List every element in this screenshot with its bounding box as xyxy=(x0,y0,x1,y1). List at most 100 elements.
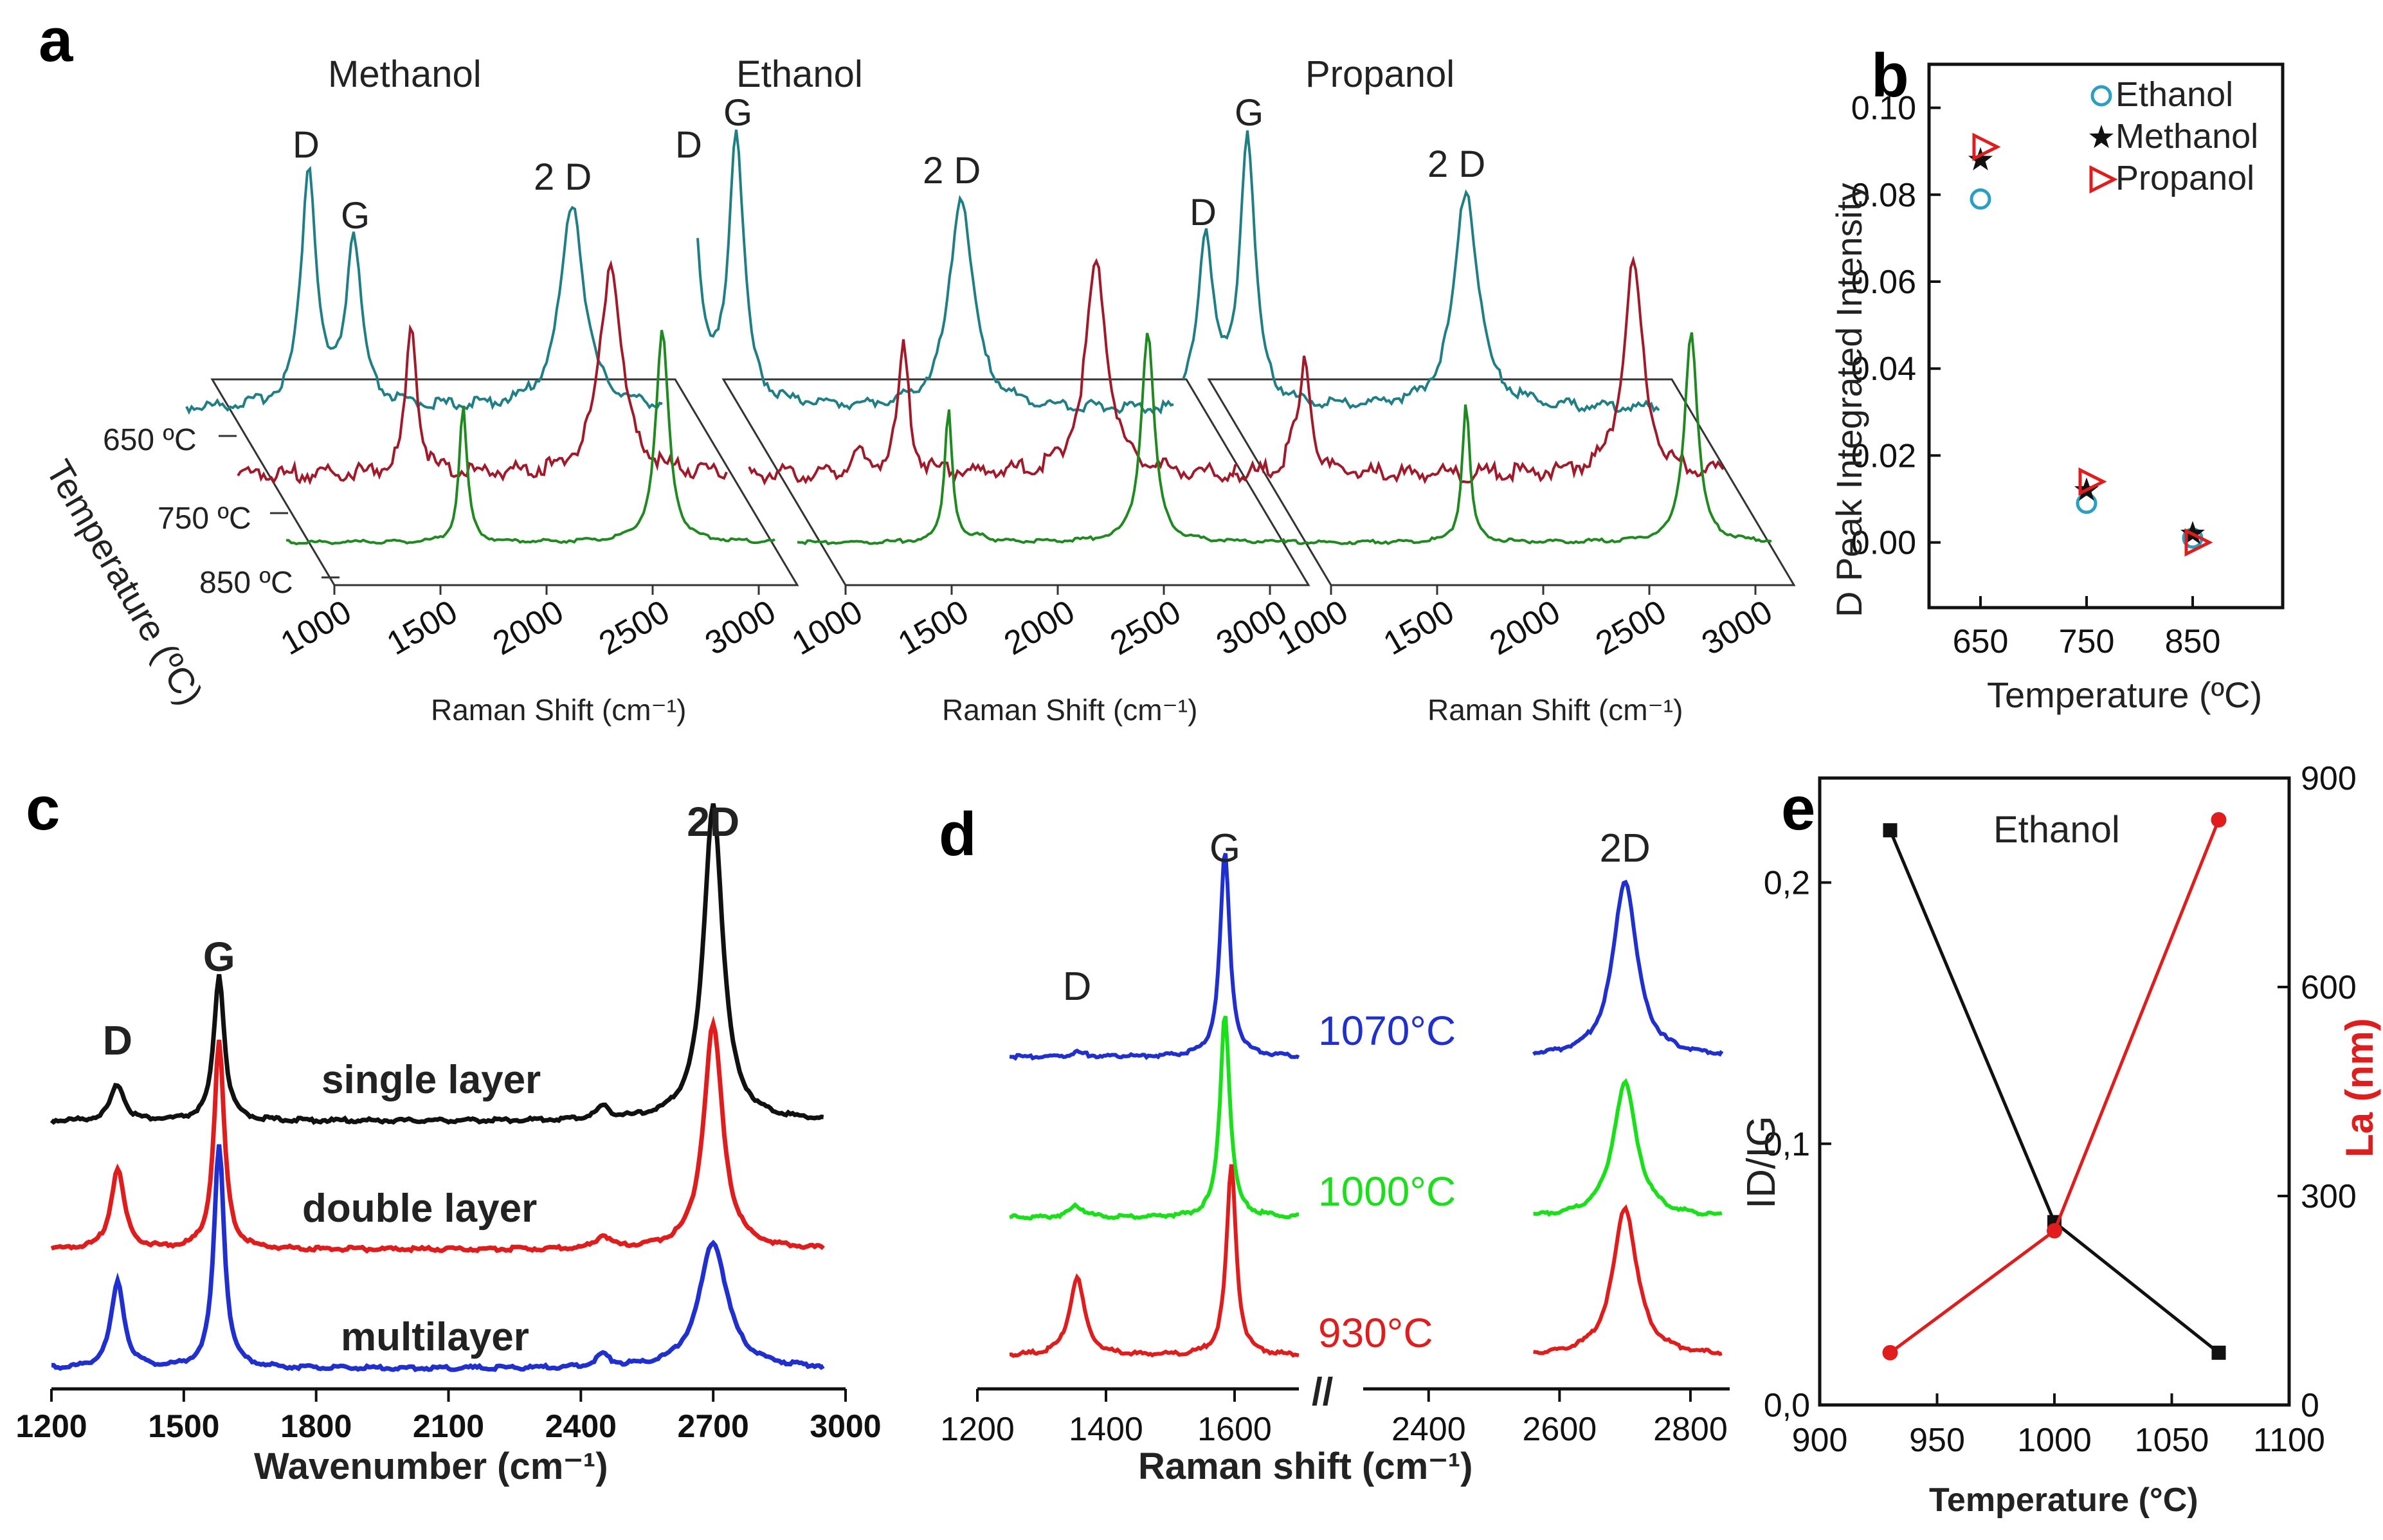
panel-e-point-square xyxy=(1883,823,1898,838)
panel-letter-e: e xyxy=(1781,774,1815,843)
panel-a-peak-label-G: G xyxy=(1235,92,1264,134)
panel-a: 1000 1500 2000 2500 3000 Raman Shift (cm⁻¹) Me… xyxy=(39,53,1796,727)
panel-e: 900 950 1000 1050 1100 0,0 0,1 0,2 0 300 600 900 Et… xyxy=(1739,760,2381,1519)
panel-a-xtick-label: 2500 xyxy=(1590,593,1672,662)
panel-a-xtick-label: 2000 xyxy=(1483,593,1566,662)
panel-a-spectrum-line xyxy=(1282,332,1772,545)
panel-b-ytick-label: 0.06 xyxy=(1851,264,1916,301)
panel-letter-d: d xyxy=(939,800,977,869)
panel-a-plane xyxy=(1207,378,1796,586)
panel-d-spectrum-line xyxy=(1533,1078,1723,1217)
panel-c-series-label: multilayer xyxy=(341,1315,529,1359)
panel-b-frame xyxy=(1927,62,2285,610)
panel-a-plane xyxy=(721,378,1310,586)
panel-a-peak-label-D: D xyxy=(1190,192,1217,233)
panel-d-peak-label: D xyxy=(1063,965,1092,1009)
panel-a-xlabel: Raman Shift (cm⁻¹) xyxy=(431,693,686,727)
panel-b-ytick-label: 0.02 xyxy=(1851,437,1916,475)
panel-letter-b: b xyxy=(1871,41,1909,110)
panel-a-peak-label-D: D xyxy=(293,124,320,166)
panel-e-point-square xyxy=(2211,1345,2226,1360)
panel-b-ytick-label: 0.04 xyxy=(1851,350,1916,388)
panel-a-spectrum-line xyxy=(1234,255,1725,485)
panel-c-peak-label: D xyxy=(103,1017,132,1064)
panel-c-xtick-label: 1200 xyxy=(15,1408,87,1444)
panel-a-xtick-label: 3000 xyxy=(1696,593,1779,662)
panel-e-xtick-label: 1050 xyxy=(2135,1422,2209,1459)
panel-a-ylabel: Temperature (ºC) xyxy=(39,453,212,712)
panel-e-ylabel-right: La (nm) xyxy=(2338,1018,2381,1157)
panel-a-xtick-label: 2500 xyxy=(1104,593,1187,662)
panel-d-xtick-label: 2800 xyxy=(1653,1411,1728,1448)
panel-e-ytick-right-label: 300 xyxy=(2301,1178,2357,1215)
panel-c-xtick-label: 3000 xyxy=(810,1408,881,1444)
panel-c-xtick-label: 2700 xyxy=(678,1408,749,1444)
panel-d-xtick-label: 1600 xyxy=(1197,1411,1272,1448)
panel-e-annotation: Ethanol xyxy=(1993,809,2120,851)
panel-b-legend-label: Ethanol xyxy=(2116,75,2233,114)
panel-b-point-propanol xyxy=(2078,467,2107,496)
panel-a-subplot-title: Propanol xyxy=(1305,53,1454,95)
panel-a-peak-label-2D: 2 D xyxy=(923,150,981,192)
panel-a-spectrum-line xyxy=(185,165,663,415)
panel-letter-c: c xyxy=(26,774,60,843)
panel-c-peak-label: 2D xyxy=(687,799,739,845)
panel-a-series-label-750: 750 ºC xyxy=(158,502,251,536)
panel-b: 0.00 0.02 0.04 0.06 0.08 0.10 650 750 850 Ethan… xyxy=(1829,62,2285,715)
panel-a-xlabel: Raman Shift (cm⁻¹) xyxy=(942,693,1197,727)
panel-a-spectrum-line xyxy=(696,129,1174,415)
panel-e-point-circle xyxy=(1882,1345,1898,1361)
panel-d-peak-label: G xyxy=(1210,826,1240,871)
panel-d-peak-label: 2D xyxy=(1600,826,1651,871)
panel-d-xtick-label: 1400 xyxy=(1069,1411,1143,1448)
panel-b-point-ethanol xyxy=(1970,188,1991,210)
panel-a-xlabel: Raman Shift (cm⁻¹) xyxy=(1427,693,1683,727)
panel-d-spectrum-line xyxy=(1532,879,1724,1057)
panel-b-xtick-label: 750 xyxy=(2059,623,2115,660)
panel-c-xtick-label: 2400 xyxy=(545,1408,617,1444)
panel-b-xtick-label: 650 xyxy=(1953,623,2009,660)
panel-letter-a: a xyxy=(39,6,73,75)
panel-d-spectrum-line xyxy=(1009,1015,1300,1221)
panel-a-plane xyxy=(210,378,799,586)
panel-d-xtick-label: 2400 xyxy=(1391,1411,1466,1448)
panel-a-xtick-label: 2000 xyxy=(487,593,570,662)
panel-a-xtick-label: 1500 xyxy=(892,593,975,662)
panel-b-point-propanol xyxy=(1972,132,2001,161)
panel-e-series-line xyxy=(1889,829,2220,1354)
panel-b-point-propanol xyxy=(2089,165,2118,194)
panel-a-peak-label-G: G xyxy=(341,195,370,237)
panel-c-xtick-label: 2100 xyxy=(413,1408,484,1444)
panel-e-ytick-right-label: 0 xyxy=(2301,1387,2319,1424)
panel-b-point-methanol xyxy=(1968,147,1993,170)
panel-b-xlabel: Temperature (ºC) xyxy=(1987,675,2262,715)
panel-c-spectrum-line xyxy=(50,803,824,1125)
panel-a-spectrum-line xyxy=(1182,130,1660,413)
panel-a-spectrum-line xyxy=(237,259,728,485)
panel-c-spectrum-line xyxy=(51,1144,825,1373)
panel-e-point-circle xyxy=(2211,812,2227,828)
panel-a-peak-label-2D: 2 D xyxy=(534,156,592,198)
panel-d-xtick-label: 1200 xyxy=(940,1411,1015,1448)
panel-b-ytick-label: 0.10 xyxy=(1851,90,1916,127)
panel-d-spectrum-line xyxy=(1009,1164,1300,1359)
panel-d-series-label: 1070°C xyxy=(1318,1008,1456,1054)
panel-a-series-label-650: 650 ºC xyxy=(103,423,197,457)
panel-c-xtick-label: 1800 xyxy=(280,1408,352,1444)
panel-e-xtick-label: 1000 xyxy=(2017,1422,2092,1459)
panel-e-series-line xyxy=(1889,819,2220,1354)
panel-c-series-label: single layer xyxy=(322,1058,541,1102)
panel-a-spectrum-line xyxy=(797,332,1287,546)
panel-e-ylabel-left: ID/IG xyxy=(1739,1116,1784,1209)
panel-b-ytick-label: 0.08 xyxy=(1851,177,1916,214)
panel-a-subplot-title: Methanol xyxy=(328,53,482,95)
panel-c-peak-label: G xyxy=(203,934,235,980)
panel-d-series-label: 1000°C xyxy=(1318,1168,1456,1215)
panel-a-series-label-850: 850 ºC xyxy=(199,566,293,600)
panel-d-spectrum-line xyxy=(1533,1204,1723,1357)
panel-c-spectrum-line xyxy=(50,1015,825,1254)
panel-b-legend-label: Propanol xyxy=(2116,159,2254,197)
panel-a-xtick-label: 1000 xyxy=(275,593,358,662)
panel-b-ylabel: D Peak Integrated Intensity xyxy=(1829,183,1869,618)
panel-e-xtick-label: 1100 xyxy=(2253,1422,2325,1459)
